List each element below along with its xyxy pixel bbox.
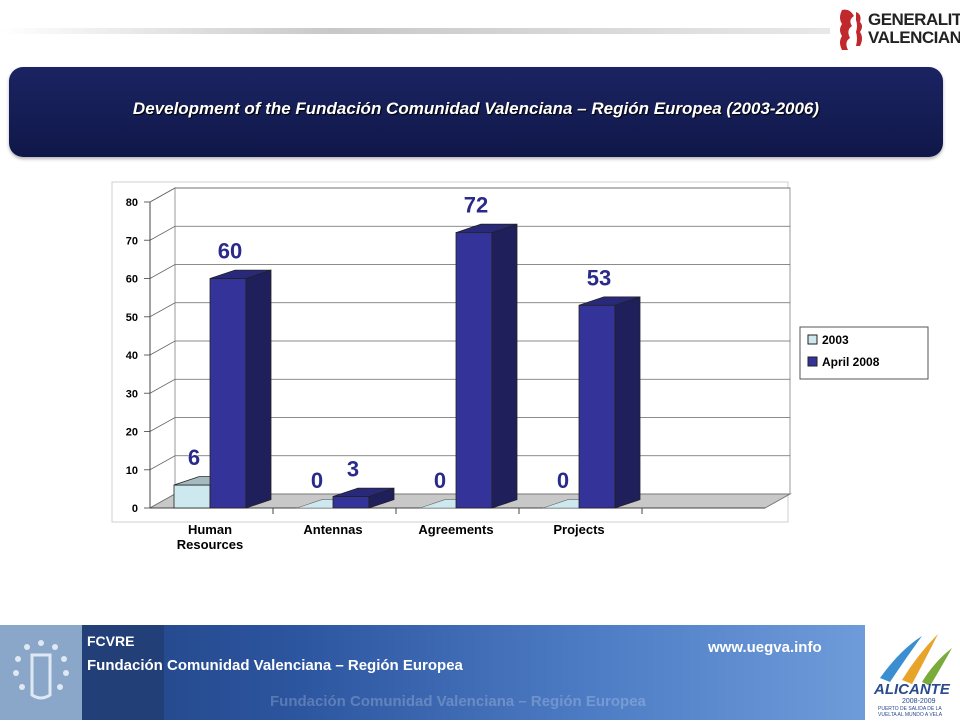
x-tick-label: Projects — [553, 522, 604, 537]
footer-ghost-text: Fundación Comunidad Valenciana – Región … — [270, 693, 646, 710]
data-label: 0 — [311, 468, 323, 493]
bar-april-2008 — [578, 304, 616, 509]
data-label: 3 — [347, 457, 359, 482]
y-tick-label: 0 — [132, 503, 138, 515]
title-banner: Development of the Fundación Comunidad V… — [9, 67, 943, 157]
generalitat-logo-line2: VALENCIANA — [868, 28, 960, 47]
x-tick-label: Agreements — [418, 522, 493, 537]
footer-url-link[interactable]: www.uegva.info — [708, 639, 822, 656]
footer-org-short: FCVRE — [87, 633, 135, 649]
y-gridline — [149, 225, 790, 241]
legend-entry: 2003 — [822, 333, 849, 347]
data-label: 0 — [434, 468, 446, 493]
x-tick-label: Human — [188, 522, 232, 537]
header-rule — [0, 28, 830, 34]
generalitat-emblem-icon — [840, 9, 862, 51]
y-tick-label: 40 — [126, 350, 138, 362]
alicante-sail-yellow-icon — [902, 634, 938, 684]
x-tick-label: Antennas — [303, 522, 362, 537]
y-tick-label: 50 — [126, 312, 138, 324]
y-gridline — [149, 264, 790, 279]
legend-box — [799, 326, 929, 380]
alicante-sail-blue-icon — [880, 636, 922, 682]
bar-april-2008 — [332, 496, 370, 509]
page-title: Development of the Fundación Comunidad V… — [132, 99, 820, 118]
legend-swatch — [807, 356, 818, 367]
data-label: 72 — [464, 193, 488, 218]
bar-top — [209, 269, 272, 279]
alicante-line2: VUELTA AL MUNDO A VELA — [878, 712, 943, 718]
data-label: 60 — [218, 239, 242, 264]
bar-top — [332, 487, 395, 497]
x-tick-label: Resources — [177, 537, 243, 552]
legend-swatch — [807, 334, 818, 345]
data-label: 0 — [557, 468, 569, 493]
generalitat-logo-line1: GENERALITAT — [868, 10, 960, 29]
alicante-name: ALICANTE — [873, 681, 951, 698]
y-tick-label: 80 — [126, 197, 138, 209]
y-tick-label: 10 — [126, 465, 138, 477]
footer-dark-panel — [82, 625, 164, 720]
bar-side — [614, 296, 641, 509]
y-tick-label: 20 — [126, 427, 138, 439]
alicante-logo: ALICANTE 2008-2009 PUERTO DE SALIDA DE L… — [873, 634, 952, 718]
footer-org-name: Fundación Comunidad Valenciana – Región … — [87, 657, 463, 674]
footer-bar: FCVRE Fundación Comunidad Valenciana – R… — [0, 625, 865, 720]
bar-side — [491, 223, 518, 509]
y-gridline — [149, 187, 790, 203]
bar-top — [578, 296, 641, 306]
alicante-sail-green-icon — [922, 648, 952, 686]
eu-stars-emblem-icon — [13, 640, 69, 700]
y-tick-label: 60 — [126, 274, 138, 286]
bar-side — [245, 269, 272, 509]
bar-top — [455, 223, 518, 233]
bar-april-2008 — [209, 278, 247, 509]
footer-emblem-panel — [0, 625, 82, 720]
y-tick-label: 30 — [126, 388, 138, 400]
bar-2003 — [173, 484, 211, 509]
alicante-line1: PUERTO DE SALIDA DE LA — [878, 706, 942, 712]
data-label: 6 — [188, 445, 200, 470]
y-gridline — [149, 302, 790, 318]
data-label: 53 — [587, 265, 611, 290]
alicante-years: 2008-2009 — [902, 698, 936, 705]
legend-entry: April 2008 — [822, 355, 880, 369]
y-tick-label: 70 — [126, 235, 138, 247]
bar-april-2008 — [455, 232, 493, 509]
